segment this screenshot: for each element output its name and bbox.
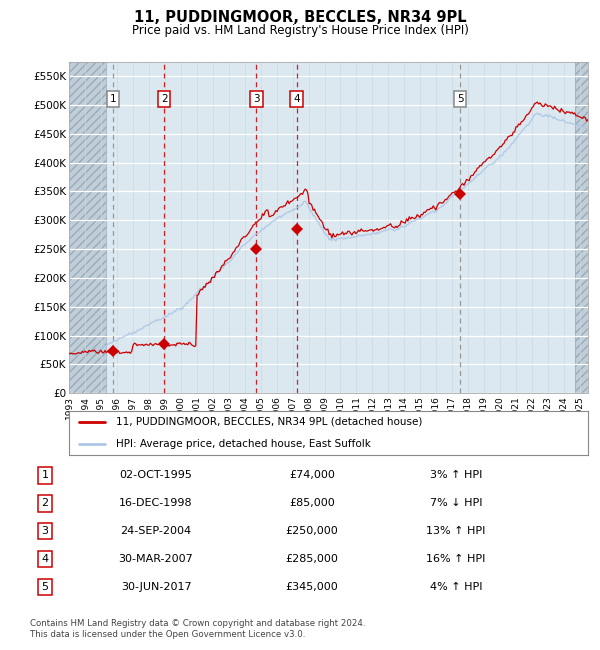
Text: This data is licensed under the Open Government Licence v3.0.: This data is licensed under the Open Gov… bbox=[30, 630, 305, 639]
Text: 16-DEC-1998: 16-DEC-1998 bbox=[119, 499, 193, 508]
Bar bbox=[69, 62, 106, 393]
Text: £250,000: £250,000 bbox=[286, 526, 338, 536]
Text: 2: 2 bbox=[41, 499, 49, 508]
Text: 30-MAR-2007: 30-MAR-2007 bbox=[119, 554, 193, 564]
Text: £85,000: £85,000 bbox=[289, 499, 335, 508]
Text: 4: 4 bbox=[293, 94, 300, 104]
Text: 11, PUDDINGMOOR, BECCLES, NR34 9PL: 11, PUDDINGMOOR, BECCLES, NR34 9PL bbox=[134, 10, 466, 25]
Text: 3: 3 bbox=[253, 94, 260, 104]
Text: £285,000: £285,000 bbox=[286, 554, 338, 564]
Text: £74,000: £74,000 bbox=[289, 471, 335, 480]
Text: 5: 5 bbox=[41, 582, 49, 592]
Text: £345,000: £345,000 bbox=[286, 582, 338, 592]
Text: Price paid vs. HM Land Registry's House Price Index (HPI): Price paid vs. HM Land Registry's House … bbox=[131, 24, 469, 37]
Text: 1: 1 bbox=[110, 94, 116, 104]
Text: 2: 2 bbox=[161, 94, 167, 104]
Text: 5: 5 bbox=[457, 94, 464, 104]
Text: 4% ↑ HPI: 4% ↑ HPI bbox=[430, 582, 482, 592]
Text: Contains HM Land Registry data © Crown copyright and database right 2024.: Contains HM Land Registry data © Crown c… bbox=[30, 619, 365, 628]
Text: 4: 4 bbox=[41, 554, 49, 564]
Text: 13% ↑ HPI: 13% ↑ HPI bbox=[427, 526, 485, 536]
Text: 16% ↑ HPI: 16% ↑ HPI bbox=[427, 554, 485, 564]
Text: 02-OCT-1995: 02-OCT-1995 bbox=[119, 471, 193, 480]
Bar bbox=[575, 62, 588, 393]
Text: 3% ↑ HPI: 3% ↑ HPI bbox=[430, 471, 482, 480]
Text: 30-JUN-2017: 30-JUN-2017 bbox=[121, 582, 191, 592]
Text: 7% ↓ HPI: 7% ↓ HPI bbox=[430, 499, 482, 508]
Text: 24-SEP-2004: 24-SEP-2004 bbox=[121, 526, 191, 536]
Text: 1: 1 bbox=[41, 471, 49, 480]
Bar bbox=[575, 62, 588, 393]
Text: 3: 3 bbox=[41, 526, 49, 536]
Text: HPI: Average price, detached house, East Suffolk: HPI: Average price, detached house, East… bbox=[116, 439, 371, 449]
Text: 11, PUDDINGMOOR, BECCLES, NR34 9PL (detached house): 11, PUDDINGMOOR, BECCLES, NR34 9PL (deta… bbox=[116, 417, 422, 427]
Bar bbox=[69, 62, 106, 393]
